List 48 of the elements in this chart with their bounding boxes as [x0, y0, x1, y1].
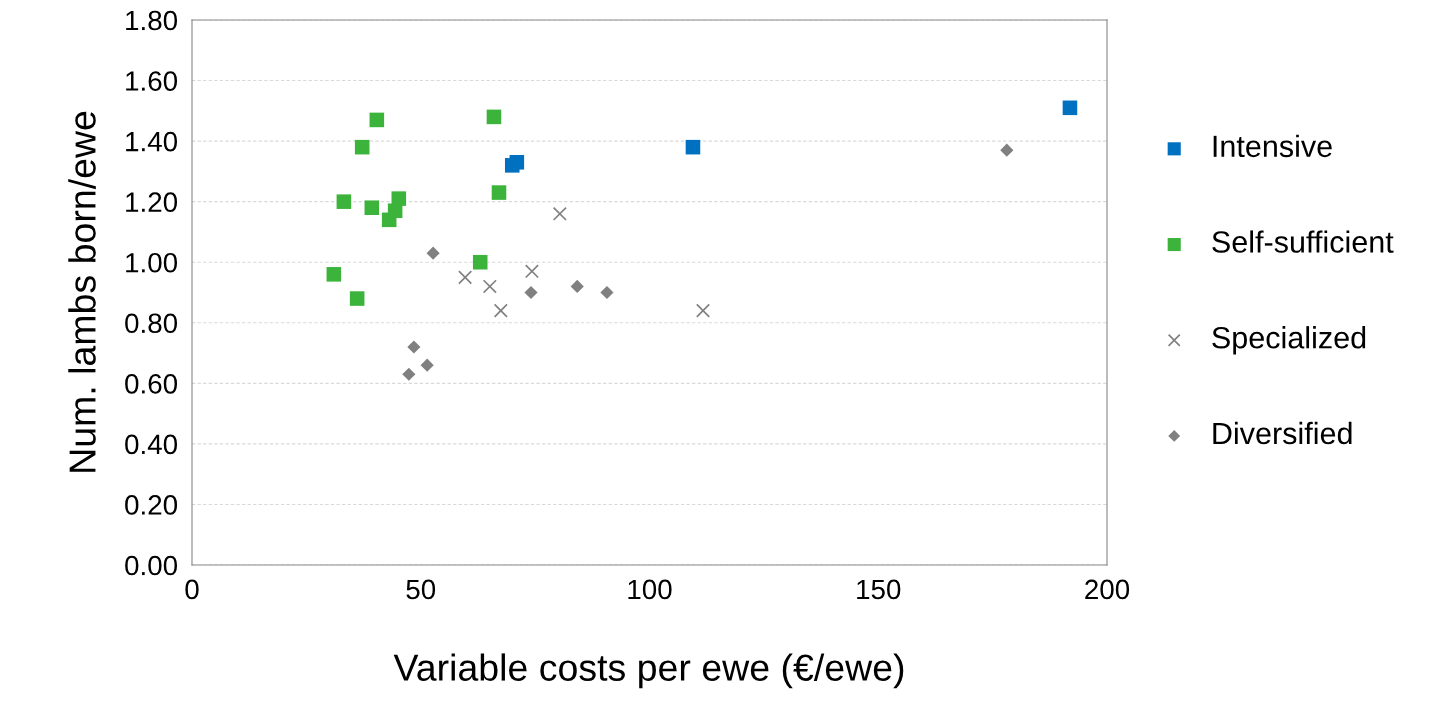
point	[354, 139, 370, 155]
point	[364, 200, 380, 216]
legend-label: Diversified	[1213, 421, 1352, 445]
point	[482, 279, 497, 294]
y-tick-label: 1.20	[126, 192, 178, 213]
point	[493, 303, 508, 318]
x-tick-label: 150	[857, 579, 901, 600]
point	[552, 206, 567, 221]
legend-label: Specialized	[1212, 326, 1366, 355]
x-axis-title: Variable costs per ewe (€/ewe)	[393, 653, 904, 689]
y-tick-label: 1.60	[126, 71, 178, 91]
point	[491, 185, 507, 200]
point	[472, 254, 488, 270]
x-tick-label: 100	[628, 579, 672, 600]
point	[458, 270, 473, 285]
point	[600, 285, 614, 300]
point	[1000, 143, 1014, 157]
point	[336, 194, 352, 209]
point	[1062, 100, 1078, 116]
point	[349, 291, 365, 306]
x-tick-label: 50	[406, 579, 436, 600]
point	[509, 155, 525, 170]
point	[420, 358, 434, 372]
point	[426, 246, 440, 260]
point	[402, 367, 416, 381]
point	[524, 285, 538, 300]
x-tick-label: 0	[185, 579, 199, 600]
legend-label: Intensive	[1213, 134, 1332, 158]
point	[369, 112, 385, 128]
point	[570, 279, 584, 294]
y-axis-title: Num. lambs born/ewe	[68, 111, 96, 472]
point	[695, 303, 711, 318]
y-tick-label: 0.00	[125, 555, 178, 576]
y-tick-label: 1.00	[126, 252, 178, 273]
y-tick-label: 0.60	[125, 374, 178, 394]
point	[326, 267, 342, 282]
y-tick-label: 0.40	[125, 434, 178, 455]
y-tick-label: 1.40	[126, 131, 178, 152]
y-tick-label: 1.80	[126, 10, 178, 31]
point	[407, 340, 421, 354]
y-tick-label: 0.80	[125, 313, 178, 334]
point	[524, 264, 539, 279]
y-tick-label: 0.20	[125, 495, 178, 515]
point	[486, 109, 502, 125]
x-tick-label: 200	[1085, 579, 1130, 600]
point	[685, 139, 701, 155]
point	[391, 191, 407, 206]
legend-label: Self-sufficient	[1212, 230, 1394, 253]
